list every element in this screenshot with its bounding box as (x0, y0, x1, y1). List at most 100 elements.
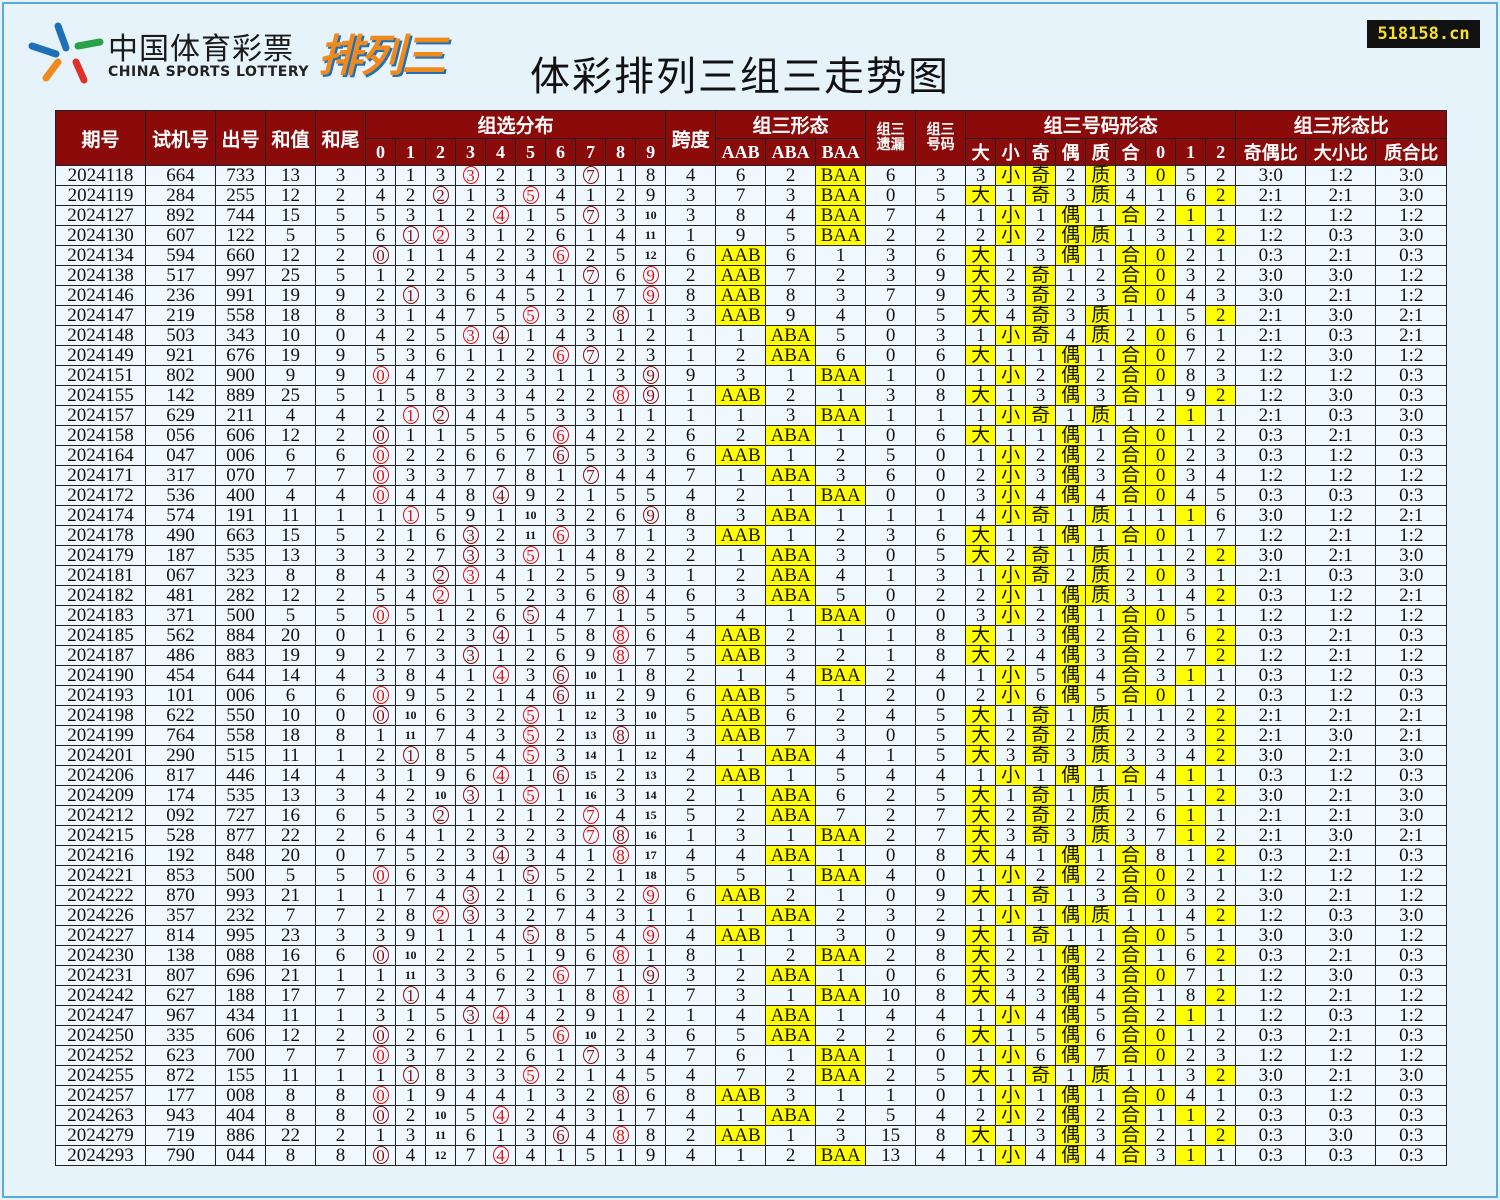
cell-col-29: 2 (1205, 385, 1237, 406)
cell-col-13: 8 (605, 545, 636, 566)
cell-col-21: 大 (965, 705, 997, 726)
cell-col-6: 7 (395, 885, 426, 906)
cell-col-23: 奇 (1025, 165, 1057, 186)
cell-col-8: 3 (455, 165, 486, 186)
cell-col-15: 3 (665, 965, 717, 986)
cell-col-18: 2 (815, 645, 867, 666)
table-row: 2024119 284 255 12 2 4 2 2 1 3 5 4 1 2 9 3 7 3 BAA 0 5 大 1 奇 3 质 4… (55, 185, 1448, 206)
cell-col-12: 5 (575, 445, 606, 466)
cell-col-24: 1 (1055, 705, 1087, 726)
table-row: 2024199 764 558 18 8 1 11 7 4 3 5 2 13 8 11 3 AAB 7 3 0 5 大 2 奇… (55, 725, 1448, 746)
drawn-digit-circle: 3 (462, 906, 479, 924)
cell-col-24: 偶 (1055, 1105, 1087, 1126)
site-badge[interactable]: 518158.cn (1367, 20, 1480, 48)
header-numform-col-0: 大 (965, 138, 997, 166)
cell-col-30: 0:3 (1235, 585, 1307, 606)
cell-col-9: 2 (485, 1045, 516, 1066)
cell-col-13: 1 (605, 325, 636, 346)
cell-col-7: 2 (425, 405, 456, 426)
cell-col-1: 174 (145, 785, 216, 806)
cell-col-0: 2024155 (55, 385, 146, 406)
cell-col-6: 6 (395, 865, 426, 886)
cell-col-16: AAB (715, 305, 767, 326)
cell-col-21: 大 (965, 965, 997, 986)
cell-col-28: 3 (1175, 885, 1207, 906)
drawn-digit-circle: 4 (492, 1146, 509, 1164)
drawn-digit-circle: 6 (552, 1126, 569, 1144)
cell-col-23: 奇 (1025, 925, 1057, 946)
cell-col-5: 0 (365, 1105, 396, 1126)
cell-col-4: 9 (315, 365, 366, 386)
cell-col-30: 1:2 (1235, 645, 1307, 666)
cell-col-19: 2 (865, 1065, 917, 1086)
cell-col-7: 1 (425, 605, 456, 626)
header-digit-9: 9 (634, 138, 667, 166)
cell-col-9: 5 (485, 425, 516, 446)
cell-col-31: 0:3 (1305, 905, 1377, 926)
cell-col-7: 1 (425, 925, 456, 946)
cell-col-19: 0 (865, 185, 917, 206)
cell-col-10: 5 (515, 865, 546, 886)
cell-col-26: 合 (1115, 1145, 1147, 1166)
cell-col-32: 3:0 (1375, 745, 1448, 766)
cell-col-5: 0 (365, 365, 396, 386)
cell-col-27: 1 (1145, 545, 1177, 566)
cell-col-1: 967 (145, 1005, 216, 1026)
cell-col-22: 1 (995, 385, 1027, 406)
cell-col-29: 3 (1205, 365, 1237, 386)
cell-col-32: 2:1 (1375, 505, 1448, 526)
cell-col-27: 0 (1145, 485, 1177, 506)
cell-col-18: BAA (815, 405, 867, 426)
cell-col-12: 7 (575, 965, 606, 986)
cell-col-19: 0 (865, 925, 917, 946)
cell-col-3: 8 (265, 1145, 316, 1166)
cell-col-0: 2024222 (55, 885, 146, 906)
cell-col-10: 2 (515, 905, 546, 926)
cell-col-28: 7 (1175, 645, 1207, 666)
cell-col-20: 4 (915, 205, 967, 226)
table-row: 2024206 817 446 14 4 3 1 9 6 4 1 6 15 2 13 2 AAB 1 5 4 4 1 小 1 偶… (55, 765, 1448, 786)
cell-col-3: 16 (265, 945, 316, 966)
cell-col-9: 3 (485, 185, 516, 206)
cell-col-16: AAB (715, 265, 767, 286)
cell-col-11: 6 (545, 765, 576, 786)
drawn-digit-circle: 0 (372, 946, 389, 964)
cell-col-14: 1 (634, 305, 667, 326)
cell-col-25: 3 (1085, 285, 1117, 306)
cell-col-31: 2:1 (1305, 985, 1377, 1006)
cell-col-0: 2024215 (55, 825, 146, 846)
cell-col-28: 1 (1175, 685, 1207, 706)
cell-col-4: 7 (315, 1045, 366, 1066)
drawn-digit-circle: 8 (612, 946, 629, 964)
cell-col-7: 1 (425, 205, 456, 226)
header-numform-col-3: 偶 (1055, 138, 1087, 166)
cell-col-0: 2024231 (55, 965, 146, 986)
cell-col-12: 6 (575, 945, 606, 966)
cell-col-28: 3 (1175, 1065, 1207, 1086)
cell-col-7: 4 (425, 305, 456, 326)
cell-col-23: 1 (1025, 945, 1057, 966)
table-row: 2024230 138 088 16 6 0 10 2 2 5 1 9 6 8 1 8 1 2 BAA 2 8 大 2 1 偶 2… (55, 945, 1448, 966)
cell-col-12: 7 (575, 265, 606, 286)
cell-col-31: 0:3 (1305, 225, 1377, 246)
cell-col-1: 047 (145, 445, 216, 466)
cell-col-21: 大 (965, 425, 997, 446)
cell-col-24: 偶 (1055, 385, 1087, 406)
cell-col-30: 1:2 (1235, 1045, 1307, 1066)
cell-col-21: 2 (965, 585, 997, 606)
cell-col-18: 3 (815, 285, 867, 306)
cell-col-22: 1 (995, 925, 1027, 946)
cell-col-14: 1 (634, 405, 667, 426)
cell-col-6: 9 (395, 685, 426, 706)
logo-chinese-name: 中国体育彩票 (108, 32, 294, 67)
cell-col-15: 3 (665, 185, 717, 206)
cell-col-29: 2 (1205, 305, 1237, 326)
cell-col-29: 2 (1205, 1105, 1237, 1126)
cell-col-11: 2 (545, 285, 576, 306)
cell-col-0: 2024146 (55, 285, 146, 306)
cell-col-15: 5 (665, 645, 717, 666)
cell-col-2: 886 (215, 1125, 266, 1146)
cell-col-30: 3:0 (1235, 545, 1307, 566)
cell-col-5: 0 (365, 465, 396, 486)
cell-col-25: 1 (1085, 425, 1117, 446)
